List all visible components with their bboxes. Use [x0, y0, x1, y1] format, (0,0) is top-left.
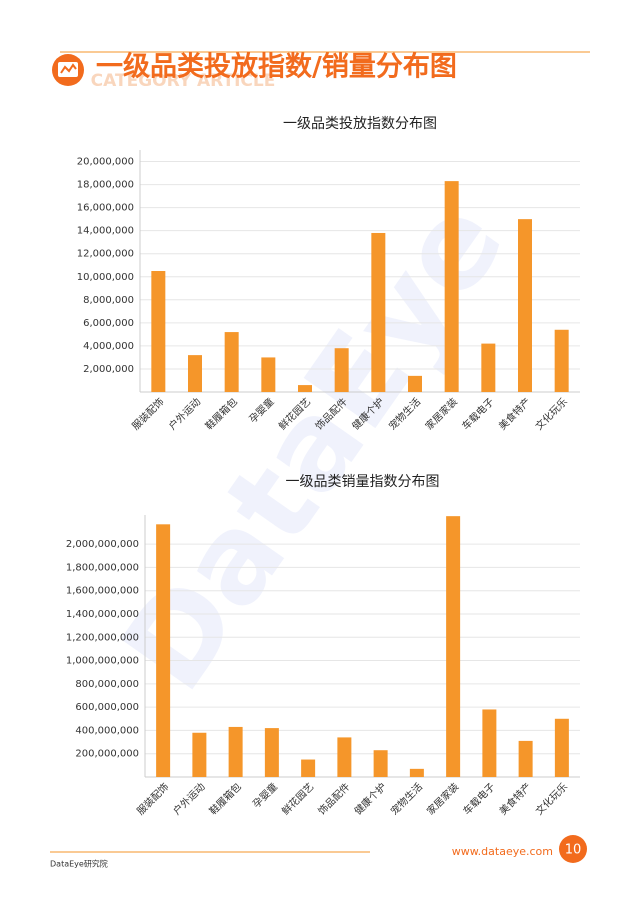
bar: [408, 375, 422, 392]
header-subtitle: CATEGORY ARTICLE: [91, 71, 276, 91]
y-tick-label: 18,000,000: [77, 180, 134, 191]
bar: [264, 728, 279, 777]
chart-title: 一级品类投放指数分布图: [283, 116, 437, 132]
bar: [337, 737, 352, 777]
footer-left: DataEye研究院: [50, 859, 108, 869]
y-tick-label: 600,000,000: [75, 702, 139, 713]
bar: [518, 740, 533, 777]
bar: [156, 524, 171, 777]
page-badge: [559, 835, 587, 863]
y-tick-label: 10,000,000: [77, 272, 134, 283]
y-tick-label: 2,000,000: [83, 364, 134, 375]
y-tick-label: 6,000,000: [83, 318, 134, 329]
bar: [482, 709, 497, 777]
y-tick-label: 1,600,000,000: [66, 586, 139, 597]
y-tick-label: 1,000,000,000: [66, 656, 139, 667]
chart-title: 一级品类销量指数分布图: [286, 474, 440, 490]
bar: [188, 355, 202, 392]
bar: [334, 348, 349, 392]
y-tick-label: 12,000,000: [77, 249, 134, 260]
bar: [554, 329, 569, 392]
bar: [409, 768, 424, 777]
page-number: 10: [565, 843, 582, 858]
bar: [371, 232, 386, 392]
x-tick-label: 孕婴童: [250, 780, 280, 810]
bar: [192, 732, 207, 777]
y-tick-label: 14,000,000: [77, 226, 134, 237]
y-tick-label: 400,000,000: [75, 725, 139, 736]
x-tick-label: 服装配饰: [129, 395, 166, 432]
bar: [151, 271, 166, 392]
bar: [446, 516, 461, 777]
x-tick-label: 鞋履箱包: [202, 395, 239, 432]
x-tick-label: 宠物生活: [388, 780, 425, 817]
x-tick-label: 车载电子: [460, 780, 497, 817]
header-title: 一级品类投放指数/销量分布图: [96, 51, 457, 83]
logo-icon-line: [60, 63, 77, 74]
x-tick-label: 文化玩乐: [533, 780, 570, 817]
y-tick-label: 4,000,000: [83, 341, 134, 352]
x-tick-label: 美食特产: [496, 780, 533, 817]
y-tick-label: 200,000,000: [75, 749, 139, 760]
x-tick-label: 文化玩乐: [532, 395, 569, 432]
y-tick-label: 1,400,000,000: [66, 609, 139, 620]
y-tick-label: 8,000,000: [83, 295, 134, 306]
x-tick-label: 美食特产: [496, 395, 533, 432]
y-tick-label: 16,000,000: [77, 203, 134, 214]
y-tick-label: 1,800,000,000: [66, 562, 139, 573]
bar: [444, 181, 459, 392]
y-tick-label: 800,000,000: [75, 679, 139, 690]
x-tick-label: 车载电子: [459, 395, 496, 432]
x-tick-label: 服装配饰: [134, 780, 171, 817]
x-tick-label: 户外运动: [170, 780, 207, 817]
bar: [554, 718, 569, 777]
x-tick-label: 鲜花园艺: [279, 780, 316, 817]
y-tick-label: 2,000,000,000: [66, 539, 139, 550]
y-tick-label: 1,200,000,000: [66, 632, 139, 643]
x-tick-label: 户外运动: [166, 395, 203, 432]
bar: [481, 343, 496, 392]
bar: [224, 332, 239, 392]
x-tick-label: 饰品配件: [315, 780, 352, 817]
footer-url: www.dataeye.com: [452, 845, 553, 858]
y-tick-label: 20,000,000: [77, 157, 134, 168]
x-tick-label: 健康个护: [351, 780, 388, 817]
bar: [298, 385, 312, 392]
x-tick-label: 鞋履箱包: [206, 780, 243, 817]
bar: [518, 219, 532, 392]
bar: [301, 759, 316, 777]
bar: [261, 357, 276, 392]
x-tick-label: 家居家装: [424, 780, 461, 817]
bar: [228, 726, 243, 777]
bar: [373, 750, 388, 777]
